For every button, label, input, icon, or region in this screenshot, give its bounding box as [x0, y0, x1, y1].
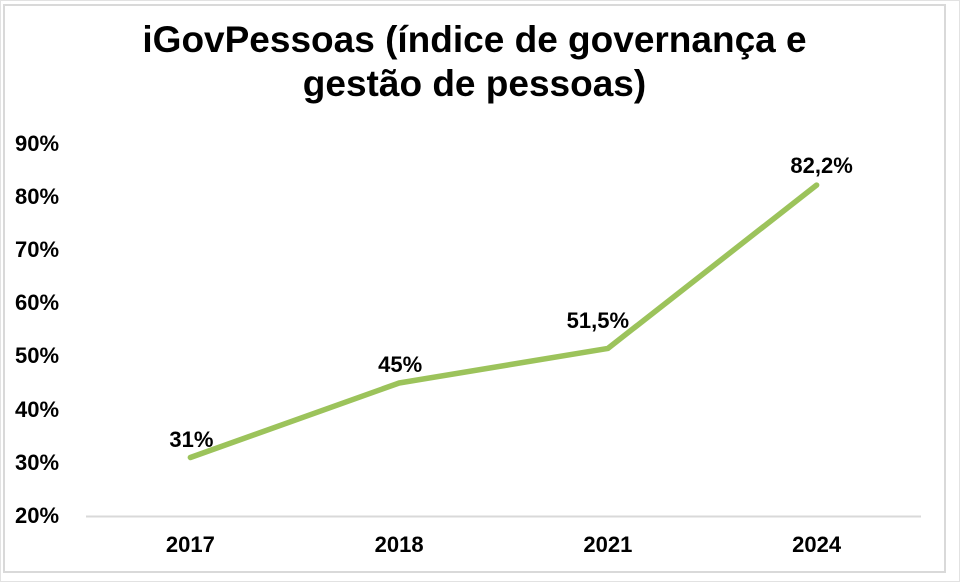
- data-label: 31%: [169, 427, 214, 453]
- y-axis-tick-label: 50%: [15, 343, 60, 369]
- data-label: 45%: [378, 352, 423, 377]
- x-axis-tick-label: 2024: [792, 532, 842, 557]
- x-axis-tick-label: 2018: [374, 532, 424, 557]
- y-axis-tick-label: 80%: [15, 183, 60, 209]
- y-axis-tick-label: 30%: [15, 449, 60, 475]
- x-axis-tick-label: 2017: [165, 532, 215, 557]
- series-line: [187, 182, 820, 461]
- chart-title-line-2: gestão de pessoas): [302, 63, 647, 104]
- chart-title: iGovPessoas (índice de governança e gest…: [3, 18, 946, 106]
- y-axis-tick-label: 90%: [15, 130, 60, 156]
- y-axis-tick-label: 20%: [15, 503, 60, 528]
- y-axis-tick-label: 40%: [15, 396, 60, 422]
- y-axis-tick-label: 60%: [15, 290, 60, 316]
- chart-title-line-1: iGovPessoas (índice de governança e: [142, 19, 807, 60]
- chart-frame: [3, 4, 946, 573]
- y-axis-tick-label: 70%: [15, 237, 60, 262]
- data-label: 82,2%: [790, 153, 853, 179]
- data-label: 51,5%: [566, 308, 630, 334]
- x-axis-tick-label: 2021: [583, 532, 633, 557]
